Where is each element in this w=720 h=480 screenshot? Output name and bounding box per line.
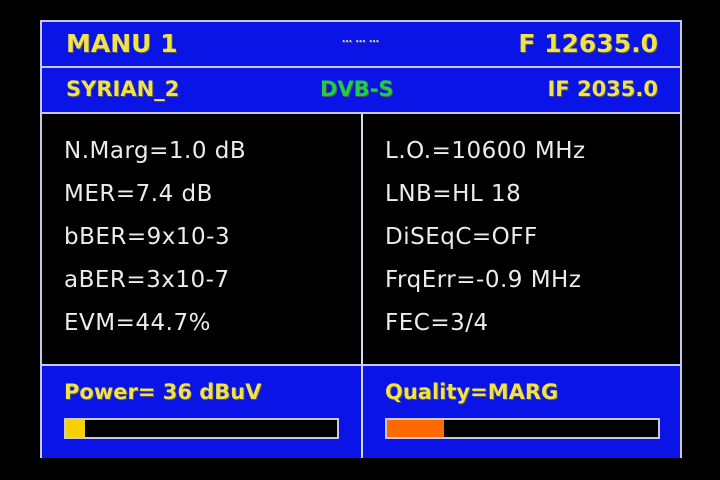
standard-label: DVB-S xyxy=(320,77,394,101)
quality-level-fill xyxy=(387,420,444,437)
evm-value: EVM=44.7% xyxy=(64,310,211,336)
header-bar: MANU 1 … … … F 12635.0 xyxy=(42,22,680,68)
signal-meter-screen: MANU 1 … … … F 12635.0 SYRIAN_2 DVB-S IF… xyxy=(40,20,682,458)
power-level-fill xyxy=(66,420,85,437)
fec-value: FEC=3/4 xyxy=(385,310,489,336)
status-indicator: … … … xyxy=(342,34,379,45)
quality-label: Quality=MARG xyxy=(385,380,559,404)
frequency-value: F 12635.0 xyxy=(518,29,658,58)
noise-margin: N.Marg=1.0 dB xyxy=(64,138,247,164)
mode-label: MANU 1 xyxy=(66,29,178,58)
quality-level-bar xyxy=(385,418,660,439)
satellite-name: SYRIAN_2 xyxy=(66,77,180,101)
mer-value: MER=7.4 dB xyxy=(64,181,213,207)
power-label: Power= 36 dBuV xyxy=(64,380,262,404)
aber-value: aBER=3x10-7 xyxy=(64,267,230,293)
lnb-value: LNB=HL 18 xyxy=(385,181,522,207)
bber-value: bBER=9x10-3 xyxy=(64,224,231,250)
if-frequency-value: IF 2035.0 xyxy=(547,77,658,101)
lo-value: L.O.=10600 MHz xyxy=(385,138,586,164)
column-divider xyxy=(361,114,363,456)
parameters-panel: N.Marg=1.0 dB MER=7.4 dB bBER=9x10-3 aBE… xyxy=(42,114,680,364)
power-level-bar xyxy=(64,418,339,439)
freq-error-value: FrqErr=-0.9 MHz xyxy=(385,267,582,293)
power-panel: Power= 36 dBuV xyxy=(42,364,361,458)
subheader-bar: SYRIAN_2 DVB-S IF 2035.0 xyxy=(42,68,680,114)
diseqc-value: DiSEqC=OFF xyxy=(385,224,538,250)
quality-panel: Quality=MARG xyxy=(363,364,680,458)
